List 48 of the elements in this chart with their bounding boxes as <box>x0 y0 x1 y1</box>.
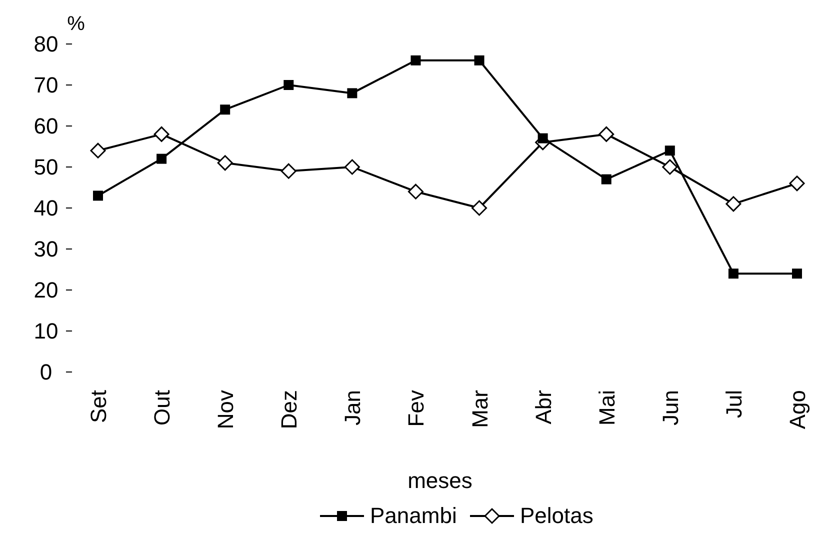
x-tick-label: Jul <box>721 390 746 418</box>
x-tick-label: Ago <box>785 390 810 430</box>
x-tick-label: Jun <box>658 390 683 426</box>
point <box>728 268 738 279</box>
point <box>789 176 805 192</box>
point <box>601 174 612 184</box>
point <box>156 154 167 164</box>
x-tick-label: Mai <box>594 390 620 426</box>
legend-label: Panambi <box>370 503 457 528</box>
point <box>474 55 484 66</box>
x-axis-title: meses <box>408 468 472 493</box>
point <box>662 159 678 175</box>
point <box>664 146 675 156</box>
y-tick-label: 60 <box>34 114 58 139</box>
x-tick-label: Nov <box>213 390 238 430</box>
point <box>408 184 424 200</box>
y-tick-label: 0 <box>40 360 52 385</box>
y-tick-label: 50 <box>34 154 58 180</box>
x-tick-label: Out <box>150 390 175 426</box>
point <box>410 55 421 66</box>
point <box>792 268 802 279</box>
point <box>280 163 296 179</box>
point <box>472 200 488 216</box>
x-tick-label: Abr <box>530 390 556 424</box>
y-tick-label: 80 <box>34 32 58 57</box>
y-tick-label: 20 <box>34 278 58 303</box>
x-tick-label: Dez <box>276 390 302 430</box>
point <box>217 155 233 171</box>
point <box>154 126 170 142</box>
y-axis-title: % <box>67 13 86 35</box>
x-tick-label: Set <box>86 390 111 424</box>
x-tick-label: Jan <box>340 390 366 426</box>
point <box>220 104 230 115</box>
point <box>538 133 548 144</box>
legend-label: Pelotas <box>520 503 594 528</box>
point <box>347 88 358 98</box>
y-tick-label: 70 <box>34 72 58 98</box>
x-tick-label: Fev <box>404 390 429 427</box>
y-tick-label: 40 <box>34 196 58 221</box>
point <box>726 196 742 212</box>
point <box>344 159 360 175</box>
point <box>90 142 106 158</box>
point <box>598 126 614 142</box>
point <box>284 80 294 90</box>
x-tick-label: Mar <box>467 390 492 428</box>
y-tick-label: 10 <box>34 318 58 344</box>
point <box>93 190 103 201</box>
y-tick-label: 30 <box>34 236 58 262</box>
